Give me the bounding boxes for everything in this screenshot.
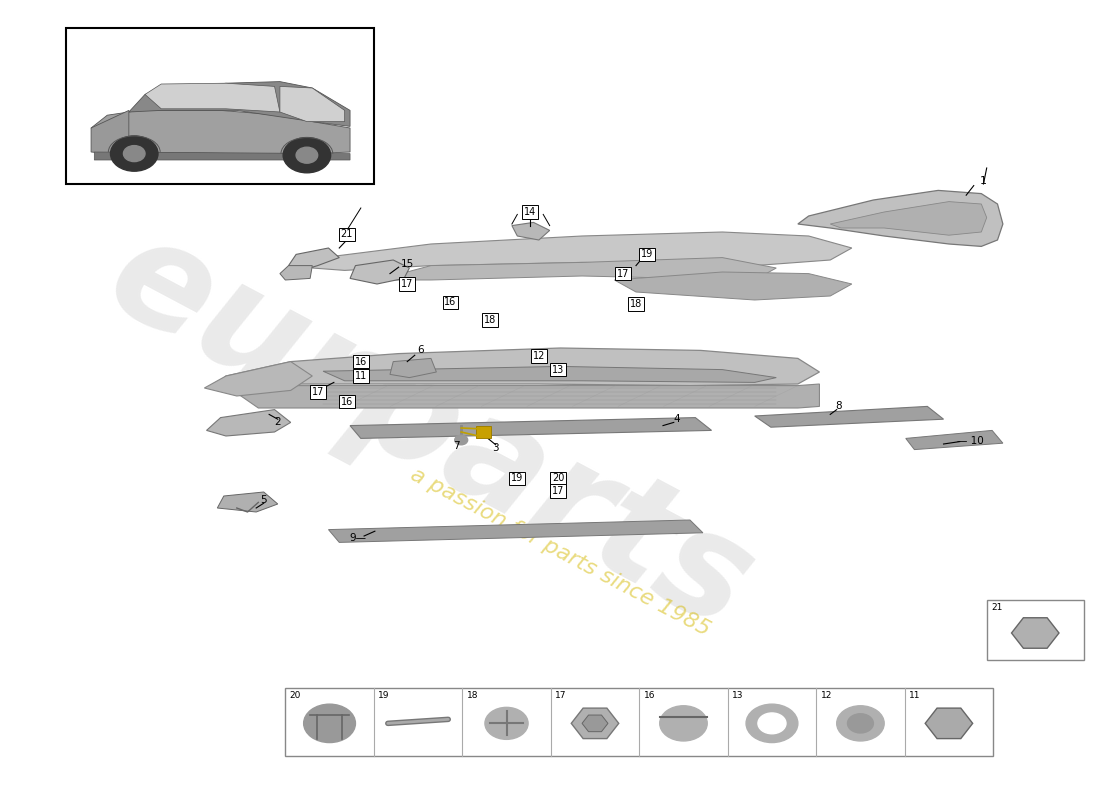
- Text: 18: 18: [630, 299, 642, 309]
- Polygon shape: [377, 258, 777, 280]
- Circle shape: [296, 147, 318, 163]
- Polygon shape: [925, 708, 972, 738]
- Text: 2: 2: [274, 418, 282, 427]
- Text: 19: 19: [378, 691, 389, 700]
- Text: 17: 17: [617, 269, 629, 278]
- Text: 20: 20: [289, 691, 301, 700]
- FancyBboxPatch shape: [476, 426, 492, 438]
- Circle shape: [485, 707, 528, 739]
- Polygon shape: [312, 232, 851, 270]
- Text: 17: 17: [311, 387, 323, 397]
- Polygon shape: [218, 492, 278, 512]
- Text: 16: 16: [341, 397, 353, 406]
- Polygon shape: [390, 358, 437, 378]
- Text: 3: 3: [493, 443, 499, 453]
- Text: 11: 11: [354, 371, 367, 381]
- Circle shape: [283, 138, 331, 173]
- Polygon shape: [798, 190, 1003, 246]
- Polygon shape: [95, 152, 350, 160]
- Polygon shape: [350, 260, 409, 284]
- Text: 13: 13: [732, 691, 744, 700]
- Text: 17: 17: [402, 279, 414, 289]
- Polygon shape: [288, 248, 339, 270]
- Polygon shape: [582, 715, 608, 732]
- Text: 20: 20: [552, 474, 564, 483]
- Circle shape: [110, 136, 158, 171]
- Circle shape: [660, 706, 707, 741]
- Text: 11: 11: [909, 691, 921, 700]
- Text: 19: 19: [640, 250, 653, 259]
- Polygon shape: [830, 202, 987, 235]
- Text: 12: 12: [821, 691, 832, 700]
- Text: 13: 13: [552, 365, 564, 374]
- Polygon shape: [350, 418, 712, 438]
- Text: 1: 1: [980, 176, 987, 186]
- Text: 9—: 9—: [349, 533, 366, 542]
- Text: 16: 16: [444, 298, 456, 307]
- Polygon shape: [323, 366, 777, 382]
- Text: 4: 4: [673, 414, 680, 424]
- Polygon shape: [91, 110, 350, 154]
- Circle shape: [304, 704, 355, 742]
- Polygon shape: [226, 384, 820, 408]
- Polygon shape: [207, 410, 290, 436]
- Text: 18: 18: [466, 691, 478, 700]
- Text: 16: 16: [354, 357, 367, 366]
- Text: — 10: — 10: [957, 436, 983, 446]
- Text: 17: 17: [552, 486, 564, 496]
- Circle shape: [837, 706, 884, 741]
- FancyBboxPatch shape: [66, 28, 374, 184]
- Polygon shape: [1012, 618, 1059, 648]
- Polygon shape: [615, 272, 851, 300]
- Circle shape: [758, 713, 786, 734]
- Polygon shape: [145, 83, 279, 112]
- Text: 18: 18: [484, 315, 496, 325]
- Polygon shape: [129, 82, 350, 126]
- Text: 15: 15: [400, 259, 414, 269]
- Text: 16: 16: [644, 691, 656, 700]
- Text: 14: 14: [524, 207, 537, 217]
- Text: a passion for parts since 1985: a passion for parts since 1985: [407, 464, 714, 640]
- Polygon shape: [205, 362, 312, 396]
- Polygon shape: [571, 708, 618, 738]
- Text: 21: 21: [341, 230, 353, 239]
- Circle shape: [454, 435, 467, 445]
- Text: 17: 17: [556, 691, 566, 700]
- Text: 8: 8: [836, 402, 843, 411]
- Polygon shape: [512, 222, 550, 240]
- Circle shape: [123, 146, 145, 162]
- Text: 6: 6: [417, 346, 424, 355]
- Text: 7: 7: [453, 442, 460, 451]
- FancyBboxPatch shape: [285, 688, 993, 756]
- Text: 21: 21: [991, 603, 1002, 612]
- FancyBboxPatch shape: [987, 600, 1084, 660]
- Text: 5: 5: [261, 495, 267, 505]
- Polygon shape: [329, 520, 703, 542]
- Text: 19: 19: [512, 474, 524, 483]
- Circle shape: [746, 704, 798, 742]
- Polygon shape: [279, 266, 312, 280]
- Polygon shape: [91, 110, 129, 154]
- Circle shape: [847, 714, 873, 733]
- Text: 12: 12: [532, 351, 546, 361]
- Polygon shape: [905, 430, 1003, 450]
- Text: eurparts: eurparts: [86, 204, 776, 660]
- Polygon shape: [279, 86, 344, 122]
- Polygon shape: [755, 406, 944, 427]
- Polygon shape: [216, 348, 820, 386]
